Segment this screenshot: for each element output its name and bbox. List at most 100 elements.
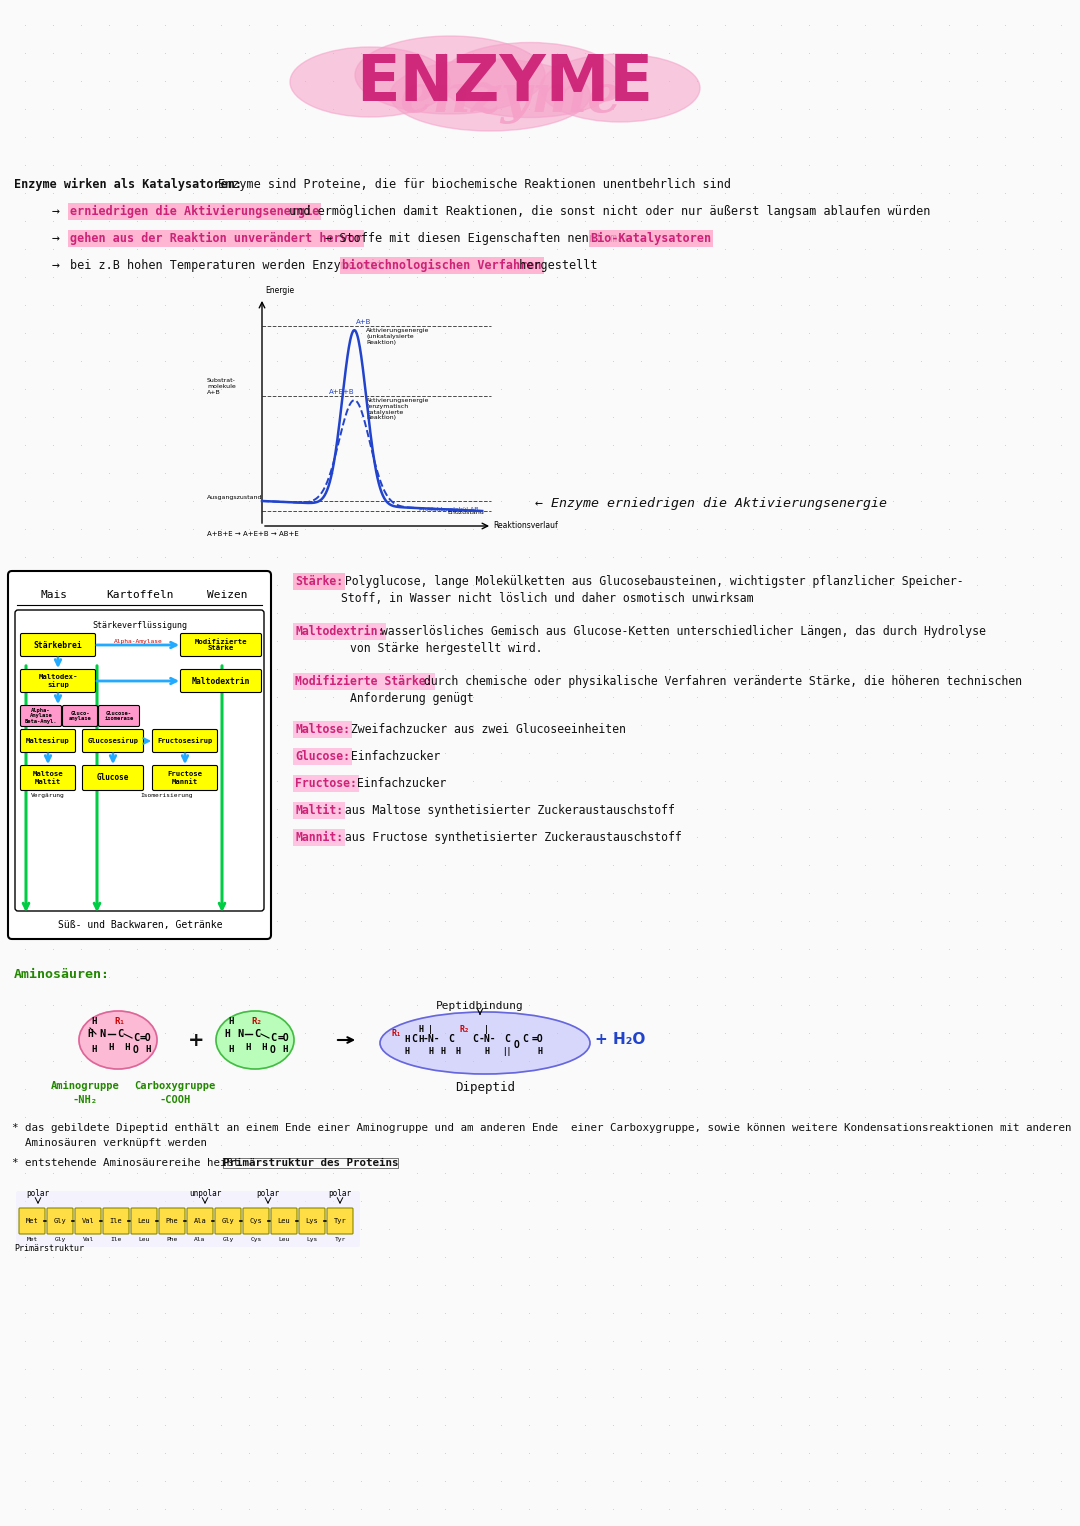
Text: Fructose
Mannit: Fructose Mannit [167, 772, 203, 784]
Text: C: C [254, 1029, 260, 1039]
Text: Stärkebrei: Stärkebrei [33, 641, 82, 650]
Text: Glucose-
isomerase: Glucose- isomerase [105, 711, 134, 722]
Ellipse shape [355, 37, 545, 114]
Text: →: → [52, 259, 60, 272]
FancyBboxPatch shape [82, 766, 144, 790]
FancyBboxPatch shape [180, 670, 261, 693]
Text: Ala: Ala [194, 1238, 205, 1242]
Text: C: C [522, 1035, 528, 1044]
Text: Weizen: Weizen [206, 591, 247, 600]
Text: polar: polar [328, 1189, 352, 1198]
Text: und ermöglichen damit Reaktionen, die sonst nicht oder nur äußerst langsam ablau: und ermöglichen damit Reaktionen, die so… [282, 204, 930, 218]
Text: ||: || [502, 1047, 512, 1056]
Text: A+B+E → A+E+B → AB+E: A+B+E → A+E+B → AB+E [207, 531, 299, 537]
Text: H: H [92, 1018, 97, 1027]
Text: Aktivierungsenergie
(unkatalysierte
Reaktion): Aktivierungsenergie (unkatalysierte Reak… [366, 328, 430, 345]
FancyBboxPatch shape [16, 1190, 360, 1247]
Text: H  H: H H [441, 1047, 461, 1056]
FancyBboxPatch shape [271, 1209, 297, 1235]
FancyBboxPatch shape [19, 1209, 45, 1235]
Text: ← Enzyme erniedrigen die Aktivierungsenergie: ← Enzyme erniedrigen die Aktivierungsene… [535, 496, 887, 510]
Text: Isomerisierung: Isomerisierung [140, 794, 193, 798]
Text: Enzyme sind Proteine, die für biochemische Reaktionen unentbehrlich sind: Enzyme sind Proteine, die für biochemisc… [218, 179, 731, 191]
Text: Vergärung: Vergärung [31, 794, 65, 798]
Text: Cys: Cys [249, 1218, 262, 1224]
Text: Maltit:: Maltit: [295, 804, 343, 816]
Text: A+B: A+B [356, 319, 372, 325]
Text: aus Fructose synthetisierter Zuckeraustauschstoff: aus Fructose synthetisierter Zuckerausta… [338, 832, 681, 844]
Text: Kartoffeln: Kartoffeln [106, 591, 174, 600]
Text: Phe: Phe [165, 1218, 178, 1224]
Text: +: + [188, 1030, 204, 1050]
Text: Energie: Energie [265, 285, 294, 295]
FancyBboxPatch shape [152, 766, 217, 790]
Text: Maltesirup: Maltesirup [26, 737, 70, 745]
Text: Stärkeverflüssigung: Stärkeverflüssigung [93, 621, 188, 630]
FancyBboxPatch shape [180, 633, 261, 656]
Text: Maltodextrin: Maltodextrin [192, 676, 251, 685]
FancyBboxPatch shape [21, 729, 76, 752]
Ellipse shape [440, 43, 620, 118]
FancyBboxPatch shape [103, 1209, 129, 1235]
Text: Ile: Ile [110, 1238, 122, 1242]
Text: C: C [448, 1035, 454, 1044]
Text: + H₂O: + H₂O [595, 1033, 645, 1047]
Text: |: | [429, 1024, 433, 1033]
FancyBboxPatch shape [21, 766, 76, 790]
Text: Gly: Gly [54, 1218, 66, 1224]
FancyBboxPatch shape [15, 610, 264, 911]
Text: H: H [228, 1045, 233, 1054]
Text: A+E+B: A+E+B [329, 389, 354, 395]
Text: R₁: R₁ [114, 1018, 125, 1027]
Text: H: H [224, 1029, 230, 1039]
Text: Stärke:: Stärke: [295, 575, 343, 588]
Text: R₁: R₁ [392, 1029, 402, 1038]
Text: Val: Val [82, 1238, 94, 1242]
Text: ENZYME: ENZYME [356, 52, 653, 114]
Text: Val: Val [82, 1218, 94, 1224]
FancyBboxPatch shape [327, 1209, 353, 1235]
Text: Produktmolekül AB: Produktmolekül AB [419, 507, 478, 511]
Text: H: H [485, 1047, 489, 1056]
Text: Lys: Lys [306, 1218, 319, 1224]
Text: R₂: R₂ [252, 1018, 262, 1027]
Text: Phe: Phe [166, 1238, 177, 1242]
Text: N: N [99, 1029, 106, 1039]
Text: Aminosäuren:: Aminosäuren: [14, 967, 110, 981]
Text: H: H [228, 1018, 233, 1027]
Text: H: H [282, 1045, 287, 1054]
Text: Einfachzucker: Einfachzucker [343, 749, 440, 763]
Text: C: C [472, 1035, 478, 1044]
Text: Stoff, in Wasser nicht löslich und daher osmotisch unwirksam: Stoff, in Wasser nicht löslich und daher… [341, 592, 754, 604]
Text: Maltodextrin:: Maltodextrin: [295, 626, 384, 638]
Text: -COOH: -COOH [160, 1096, 191, 1105]
Text: Tyr: Tyr [335, 1238, 346, 1242]
FancyBboxPatch shape [187, 1209, 213, 1235]
Text: Primärstruktur: Primärstruktur [14, 1244, 84, 1253]
Text: Fructosesirup: Fructosesirup [158, 737, 213, 745]
FancyBboxPatch shape [152, 729, 217, 752]
Text: Alpha-Amylase: Alpha-Amylase [113, 639, 162, 644]
Text: enzyme: enzyme [400, 73, 621, 124]
Text: Modifizierte
Stärke: Modifizierte Stärke [194, 638, 247, 652]
Text: Maltose:: Maltose: [295, 723, 350, 736]
FancyBboxPatch shape [8, 571, 271, 938]
Text: wasserlösliches Gemisch aus Glucose-Ketten unterschiedlicher Längen, das durch H: wasserlösliches Gemisch aus Glucose-Kett… [375, 626, 986, 638]
Text: R₂: R₂ [460, 1024, 470, 1033]
Text: unpolar: unpolar [189, 1189, 221, 1198]
Text: H  H: H H [246, 1044, 268, 1053]
Text: Dipeptid: Dipeptid [455, 1080, 515, 1094]
Text: Aminogruppe: Aminogruppe [51, 1080, 120, 1091]
Text: aus Maltose synthetisierter Zuckeraustauschstoff: aus Maltose synthetisierter Zuckeraustau… [338, 804, 675, 816]
Text: Ala: Ala [193, 1218, 206, 1224]
Text: Leu: Leu [137, 1218, 150, 1224]
Text: polar: polar [256, 1189, 280, 1198]
Text: O: O [270, 1045, 275, 1054]
Text: * das gebildete Dipeptid enthält an einem Ende einer Aminogruppe und am anderen : * das gebildete Dipeptid enthält an eine… [12, 1123, 1071, 1132]
Text: O: O [133, 1045, 139, 1054]
Text: Ausgangszustand: Ausgangszustand [207, 494, 262, 501]
Text: Primärstruktur des Proteins: Primärstruktur des Proteins [222, 1158, 399, 1167]
Text: H: H [146, 1045, 151, 1054]
Text: polar: polar [26, 1189, 50, 1198]
FancyBboxPatch shape [159, 1209, 185, 1235]
